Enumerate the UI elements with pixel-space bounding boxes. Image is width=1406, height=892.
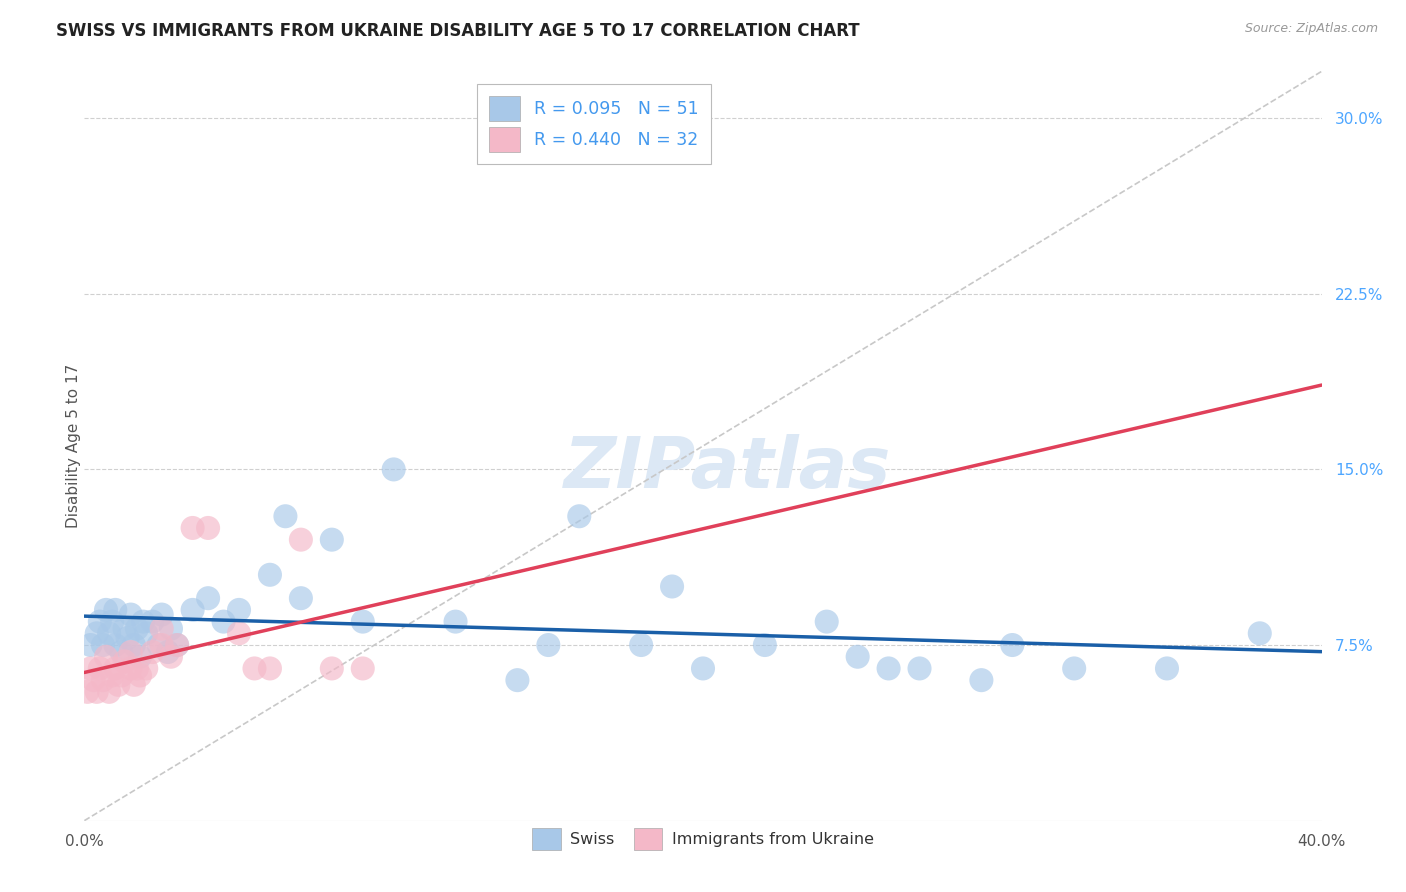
Point [166,638,188,652]
Point [444,615,467,629]
Point [537,638,560,652]
Point [132,615,155,629]
Point [86,626,108,640]
Point [104,603,127,617]
Point [846,649,869,664]
Point [110,668,132,682]
Point [352,615,374,629]
Point [568,509,591,524]
Point [110,645,132,659]
Point [160,649,183,664]
Point [120,645,142,659]
Point [79,638,101,652]
Point [129,649,152,664]
Point [141,645,163,659]
Point [125,622,148,636]
Point [91,638,114,652]
Point [970,673,993,688]
Point [661,580,683,594]
Point [135,661,157,675]
Point [150,607,173,622]
Point [877,661,900,675]
Point [754,638,776,652]
Point [114,655,136,669]
Point [114,622,136,636]
Point [125,661,148,675]
Point [352,661,374,675]
Point [259,567,281,582]
Point [129,668,152,682]
Point [101,668,124,682]
Point [156,645,179,659]
Point [148,638,170,652]
Point [197,591,219,606]
Y-axis label: Disability Age 5 to 17: Disability Age 5 to 17 [66,364,80,528]
Point [135,626,157,640]
Point [290,533,312,547]
Point [160,622,183,636]
Point [908,661,931,675]
Point [104,661,127,675]
Point [117,631,139,645]
Point [104,638,127,652]
Point [382,462,405,476]
Point [76,685,98,699]
Point [1063,661,1085,675]
Point [197,521,219,535]
Point [98,626,121,640]
Point [181,603,204,617]
Legend: Swiss, Immigrants from Ukraine: Swiss, Immigrants from Ukraine [520,816,886,862]
Point [259,661,281,675]
Point [630,638,652,652]
Point [228,626,250,640]
Point [94,603,117,617]
Point [321,661,343,675]
Point [181,521,204,535]
Point [1156,661,1178,675]
Point [166,638,188,652]
Point [506,673,529,688]
Point [122,678,145,692]
Text: SWISS VS IMMIGRANTS FROM UKRAINE DISABILITY AGE 5 TO 17 CORRELATION CHART: SWISS VS IMMIGRANTS FROM UKRAINE DISABIL… [56,22,860,40]
Point [79,661,101,675]
Text: ZIPatlas: ZIPatlas [564,434,891,503]
Point [815,615,838,629]
Point [89,661,111,675]
Point [91,673,114,688]
Point [150,622,173,636]
Text: Source: ZipAtlas.com: Source: ZipAtlas.com [1244,22,1378,36]
Point [274,509,297,524]
Point [228,603,250,617]
Point [212,615,235,629]
Point [141,615,163,629]
Point [101,615,124,629]
Point [1249,626,1271,640]
Point [120,607,142,622]
Point [83,673,105,688]
Point [1001,638,1024,652]
Point [94,649,117,664]
Point [150,638,173,652]
Point [107,678,129,692]
Point [89,615,111,629]
Point [98,685,121,699]
Point [692,661,714,675]
Point [290,591,312,606]
Point [120,661,142,675]
Point [86,685,108,699]
Point [122,638,145,652]
Point [321,533,343,547]
Point [243,661,266,675]
